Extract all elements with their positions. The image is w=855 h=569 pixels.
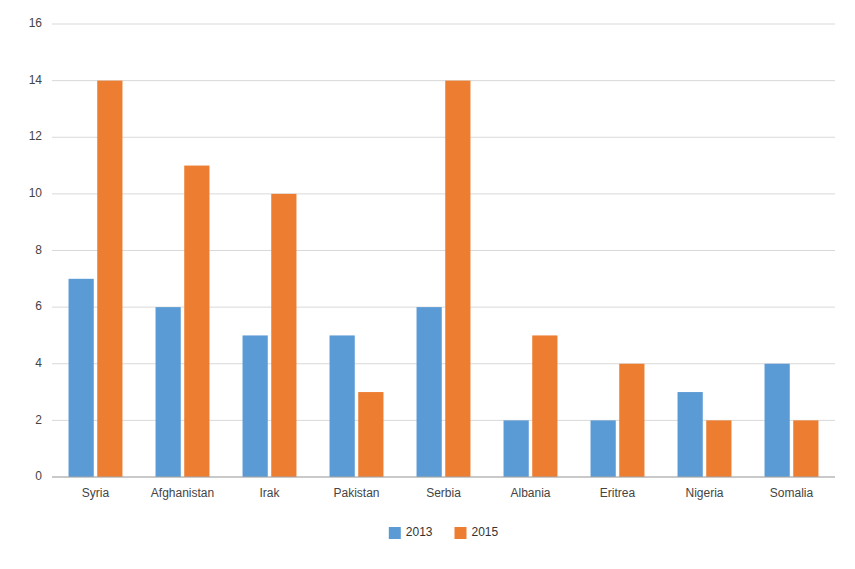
chart: 0 2 4 6 8 10 12 14 16 Syria Afghanistan Irak Pakista… (0, 0, 855, 569)
legend: 2013 2015 (389, 525, 499, 539)
bars (69, 81, 819, 477)
grid-line (52, 24, 835, 25)
bar (417, 307, 442, 477)
x-tick-label: Pakistan (333, 486, 379, 500)
legend-item: 2013 (389, 525, 433, 539)
y-tick-label: 4 (35, 356, 42, 370)
legend-swatch (455, 527, 467, 539)
grid-line (52, 193, 835, 194)
x-tick-label: Somalia (770, 486, 814, 500)
legend-item: 2015 (455, 525, 499, 539)
legend-label: 2013 (406, 525, 433, 539)
series-bars (69, 279, 790, 477)
y-tick-label: 12 (29, 129, 43, 143)
x-tick-label: Syria (82, 486, 110, 500)
y-tick-label: 8 (35, 243, 42, 257)
legend-swatch (389, 527, 401, 539)
x-axis-line (52, 477, 835, 478)
bar (358, 392, 383, 477)
x-tick-label: Eritrea (600, 486, 636, 500)
x-tick-label: Nigeria (685, 486, 723, 500)
bar (97, 81, 122, 477)
bar (678, 392, 703, 477)
y-tick-label: 14 (29, 73, 43, 87)
bar (184, 166, 209, 477)
page: {"chart_data": {"type": "bar", "categori… (0, 0, 855, 569)
grid-line (52, 477, 835, 478)
grid-line (52, 80, 835, 81)
y-tick-label: 10 (29, 186, 43, 200)
bar (706, 420, 731, 477)
bar (504, 420, 529, 477)
bar (69, 279, 94, 477)
y-tick-label: 0 (35, 469, 42, 483)
bar (445, 81, 470, 477)
x-tick-label: Serbia (426, 486, 461, 500)
bar (243, 335, 268, 477)
y-tick-label: 16 (29, 16, 43, 30)
x-tick-label: Afghanistan (151, 486, 214, 500)
bar (765, 364, 790, 477)
x-axis: Syria Afghanistan Irak Pakistan Serbia Albani… (82, 486, 814, 500)
y-tick-label: 2 (35, 413, 42, 427)
grid-line (52, 137, 835, 138)
series-bars (97, 81, 818, 477)
bar (591, 420, 616, 477)
chart-container: 0 2 4 6 8 10 12 14 16 Syria Afghanistan Irak Pakista… (0, 0, 855, 569)
y-axis: 0 2 4 6 8 10 12 14 16 (29, 16, 43, 483)
bar (271, 194, 296, 477)
x-tick-label: Albania (510, 486, 550, 500)
bar (532, 335, 557, 477)
grid (52, 24, 835, 477)
legend-label: 2015 (472, 525, 499, 539)
bar (619, 364, 644, 477)
bar (793, 420, 818, 477)
bar (156, 307, 181, 477)
y-tick-label: 6 (35, 299, 42, 313)
x-tick-label: Irak (259, 486, 280, 500)
bar (330, 335, 355, 477)
grid-line (52, 250, 835, 251)
